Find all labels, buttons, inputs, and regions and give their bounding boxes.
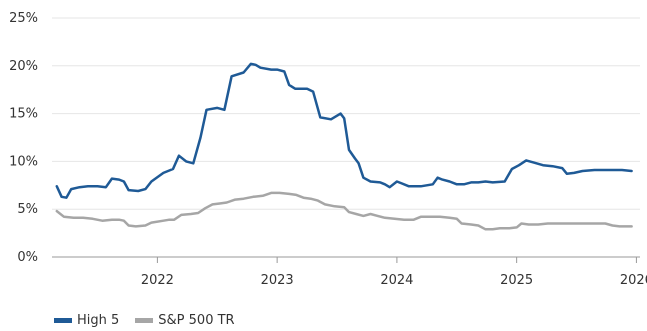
x-tick-label: 2026 [620, 273, 647, 288]
line-chart: 0% 5% 10% 15% 20% 25% 2022 2023 2024 2025 2026 [9, 11, 647, 288]
y-tick-label: 20% [9, 59, 38, 74]
x-axis: 2022 2023 2024 2025 2026 [141, 257, 647, 288]
y-tick-label: 15% [9, 107, 38, 122]
y-tick-label: 10% [9, 154, 38, 169]
x-tick-label: 2024 [380, 273, 413, 288]
y-tick-label: 25% [9, 11, 38, 26]
legend-item-high-5[interactable]: High 5 [54, 313, 119, 328]
legend-label-high-5: High 5 [77, 313, 120, 328]
y-tick-label: 0% [17, 250, 38, 265]
y-tick-label: 5% [17, 202, 38, 217]
legend-label-sp500: S&P 500 TR [158, 313, 235, 328]
legend-item-sp500[interactable]: S&P 500 TR [135, 313, 235, 328]
series-line-sp500 [55, 191, 633, 231]
x-tick-label: 2025 [500, 273, 533, 288]
grid-lines [52, 17, 640, 258]
series-lines [55, 62, 633, 231]
legend: High 5 S&P 500 TR [54, 313, 235, 328]
series-line-high-5 [55, 62, 633, 199]
x-tick-label: 2023 [261, 273, 294, 288]
legend-swatch-sp500 [135, 318, 154, 323]
x-tick-label: 2022 [141, 273, 174, 288]
y-axis: 0% 5% 10% 15% 20% 25% [9, 11, 38, 265]
legend-swatch-high-5 [54, 318, 72, 323]
